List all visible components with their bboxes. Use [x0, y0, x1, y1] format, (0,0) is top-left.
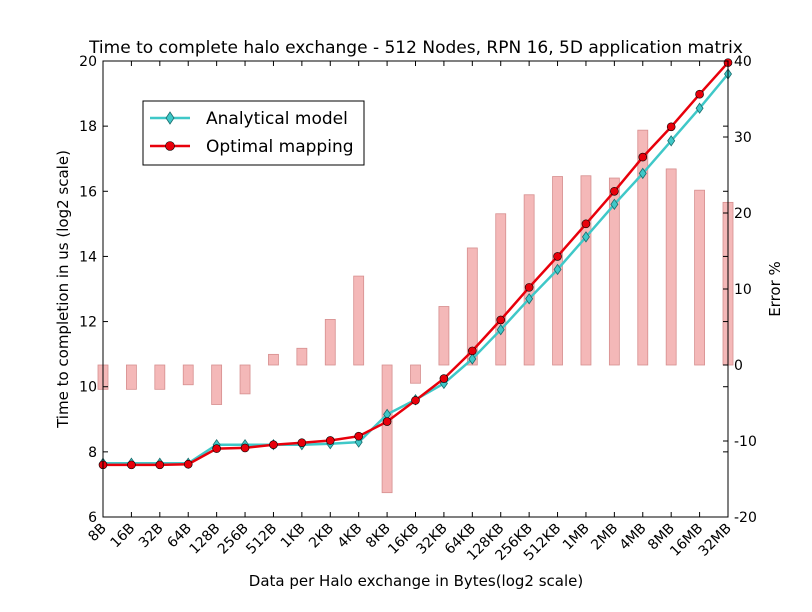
- legend-label: Optimal mapping: [206, 137, 354, 157]
- error-bar: [182, 364, 194, 386]
- x-tick-label: 1KB: [278, 521, 309, 552]
- data-point: [695, 89, 704, 99]
- data-point: [524, 283, 534, 292]
- error-bar: [154, 364, 166, 390]
- error-bar: [694, 189, 705, 366]
- data-point: [553, 252, 562, 261]
- x-tick-label: 4MB: [617, 521, 650, 554]
- data-point: [269, 440, 278, 449]
- x-tick-label: 1MB: [560, 521, 593, 554]
- legend-marker: [165, 111, 175, 125]
- data-point: [666, 122, 676, 132]
- y-tick-label: 12: [79, 315, 97, 331]
- data-point: [638, 152, 648, 162]
- data-point: [382, 417, 392, 426]
- plot-frame: [102, 60, 729, 518]
- data-point: [695, 102, 704, 114]
- x-tick-label: 512B: [243, 521, 280, 558]
- data-point: [581, 231, 590, 243]
- error-bar: [296, 347, 308, 366]
- error-bar: [211, 364, 223, 405]
- chart-title: Time to complete halo exchange - 512 Nod…: [88, 38, 743, 58]
- error-bar: [381, 364, 393, 494]
- y-tick-label: 10: [79, 380, 97, 396]
- error-bar: [239, 364, 251, 395]
- data-point: [638, 167, 647, 180]
- x-tick-label: 16B: [108, 521, 139, 552]
- data-point: [525, 293, 534, 305]
- data-point: [468, 353, 477, 365]
- x-tick-label: 32B: [136, 521, 167, 552]
- x-tick-label: 2MB: [588, 521, 621, 554]
- legend-box: [142, 100, 365, 166]
- x-tick-label: 32MB: [696, 521, 735, 560]
- data-point: [212, 444, 221, 453]
- x-tick-label: 32KB: [414, 521, 451, 558]
- error-bar: [410, 364, 421, 384]
- y2-tick-label: 40: [734, 54, 752, 70]
- error-bar: [438, 306, 450, 366]
- y2-tick-label: -20: [734, 510, 757, 526]
- y2-tick-label: 10: [734, 282, 752, 298]
- data-point: [183, 459, 193, 469]
- legend-marker: [165, 141, 175, 151]
- x-tick-label: 4KB: [335, 521, 366, 552]
- data-point: [354, 431, 363, 441]
- y2-tick-label: 20: [734, 206, 752, 222]
- data-point: [610, 198, 619, 211]
- x-tick-label: 128B: [186, 521, 223, 558]
- data-point: [496, 315, 506, 325]
- error-bar: [608, 177, 620, 366]
- y-tick-label: 20: [79, 54, 97, 70]
- data-point: [297, 438, 307, 448]
- error-bar: [665, 168, 677, 366]
- error-bar: [523, 194, 535, 366]
- y2-axis-label: Error %: [766, 261, 784, 317]
- x-tick-label: 256B: [215, 521, 252, 558]
- error-bars: [97, 129, 734, 494]
- error-bar: [268, 353, 279, 366]
- data-point: [553, 263, 562, 276]
- data-point: [610, 186, 619, 196]
- error-bar: [466, 247, 478, 366]
- data-point: [127, 460, 136, 470]
- y2-tick-label: -10: [734, 434, 757, 450]
- y-tick-label: 6: [88, 510, 97, 526]
- legend: Analytical model Optimal mapping: [142, 100, 365, 166]
- y2-tick-label: 30: [734, 130, 752, 146]
- y-tick-label: 8: [88, 445, 97, 461]
- data-point: [581, 219, 591, 229]
- x-tick-label: 2KB: [306, 521, 337, 552]
- error-bar: [637, 129, 649, 366]
- data-point: [240, 443, 250, 453]
- y-tick-label: 16: [79, 184, 97, 200]
- y-axis-label: Time to completion in us (log2 scale): [54, 150, 72, 429]
- x-tick-label: 16KB: [385, 521, 422, 558]
- data-point: [468, 346, 477, 356]
- error-bar: [580, 175, 592, 366]
- legend-label: Analytical model: [206, 109, 348, 129]
- error-bar: [324, 318, 336, 366]
- data-point: [496, 324, 505, 336]
- error-bar: [126, 364, 137, 390]
- y2-tick-label: 0: [734, 358, 743, 374]
- data-point: [667, 135, 676, 147]
- data-point: [155, 460, 165, 470]
- data-point: [325, 436, 335, 445]
- y-tick-label: 14: [79, 249, 97, 265]
- x-axis-label: Data per Halo exchange in Bytes(log2 sca…: [249, 572, 583, 590]
- y-tick-label: 18: [79, 119, 97, 135]
- data-point: [411, 396, 420, 405]
- error-bar: [495, 213, 507, 366]
- data-point: [439, 374, 449, 383]
- error-bar: [353, 275, 365, 366]
